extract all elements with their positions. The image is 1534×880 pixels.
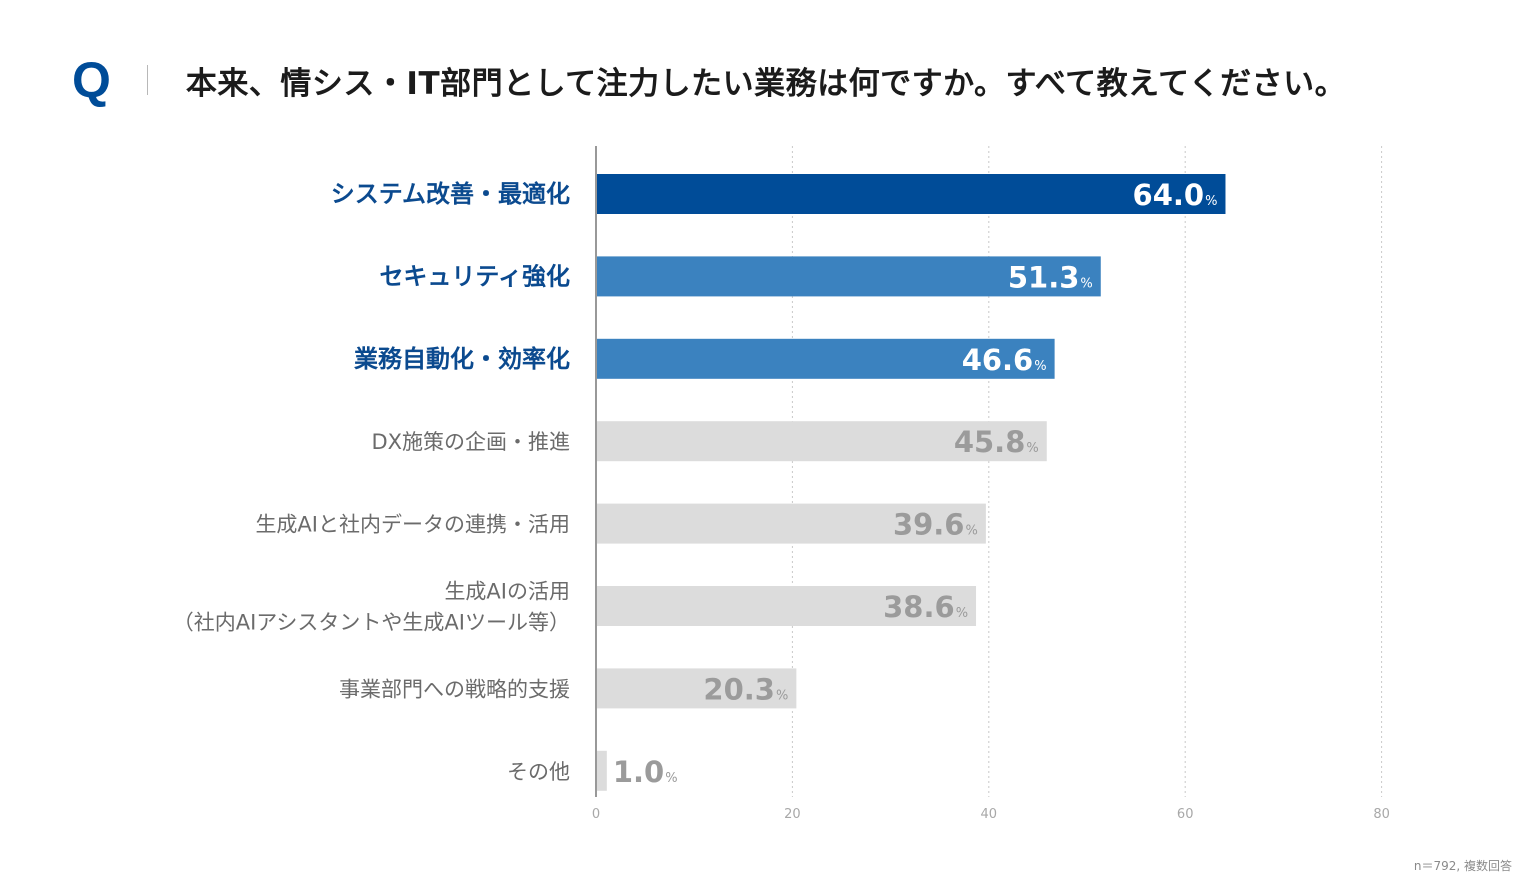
bar-4 — [597, 421, 1047, 462]
data-label-7: 20.3% — [703, 672, 788, 706]
bar-8 — [597, 750, 607, 791]
category-label-1: システム改善・最適化 — [331, 180, 570, 208]
category-label-3: 業務自動化・効率化 — [354, 345, 570, 373]
x-tick-label: 20 — [784, 807, 801, 822]
data-label-3: 46.6% — [962, 343, 1047, 377]
data-label-8: 1.0% — [613, 755, 678, 789]
x-tick-label: 0 — [592, 807, 600, 822]
x-tick-label: 60 — [1177, 807, 1194, 822]
bar-2 — [597, 256, 1101, 297]
bar-6 — [597, 586, 977, 626]
x-tick-label: 80 — [1373, 807, 1390, 822]
data-label-4: 45.8% — [954, 425, 1039, 459]
category-label-4: DX施策の企画・推進 — [371, 430, 570, 454]
bar-1 — [597, 174, 1226, 214]
x-tick-label: 40 — [981, 807, 998, 822]
sample-footnote: n＝792, 複数回答 — [1413, 859, 1512, 873]
category-label-2: セキュリティ強化 — [379, 262, 570, 290]
data-label-2: 51.3% — [1008, 260, 1093, 294]
bar-5 — [597, 503, 986, 544]
data-label-1: 64.0% — [1133, 178, 1218, 212]
bar-3 — [597, 338, 1055, 379]
bar-7 — [597, 668, 797, 709]
category-label-8: その他 — [507, 760, 570, 784]
category-label-7: 事業部門への戦略的支援 — [339, 677, 570, 701]
category-label-5: 生成AIと社内データの連携・活用 — [255, 513, 570, 537]
q-mark: Q — [72, 52, 111, 108]
category-label-6: 生成AIの活用（社内AIアシスタントや生成AIツール等） — [173, 580, 570, 635]
question-header: Q 本来、情シス・IT部門として注力したい業務は何ですか。すべて教えてください。 — [72, 50, 1346, 110]
header-divider — [146, 65, 148, 95]
data-label-5: 39.6% — [893, 508, 978, 542]
data-label-6: 38.6% — [883, 590, 968, 624]
question-text: 本来、情シス・IT部門として注力したい業務は何ですか。すべて教えてください。 — [185, 65, 1347, 102]
